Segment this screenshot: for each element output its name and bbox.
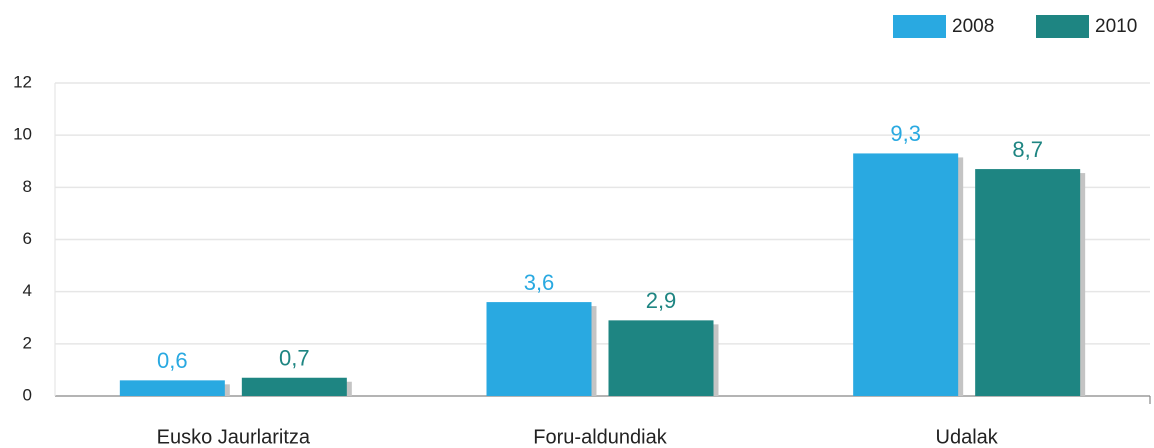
bar (119, 380, 225, 396)
bar (975, 169, 1081, 396)
bar (853, 153, 959, 396)
value-label: 9,3 (890, 121, 921, 146)
y-tick-label: 6 (23, 229, 32, 248)
value-label: 0,6 (157, 348, 188, 373)
y-tick-label: 2 (23, 333, 32, 352)
y-tick-label: 8 (23, 177, 32, 196)
legend-label: 2010 (1095, 16, 1137, 37)
y-tick-label: 0 (23, 385, 32, 404)
legend-label: 2008 (952, 16, 994, 37)
value-label: 2,9 (646, 288, 677, 313)
legend-swatch (1036, 15, 1089, 38)
y-tick-label: 4 (23, 281, 32, 300)
legend-swatch (893, 15, 946, 38)
y-tick-label: 10 (13, 125, 32, 144)
x-tick-label: Foru-aldundiak (533, 426, 667, 448)
value-label: 3,6 (524, 270, 555, 295)
bar (241, 377, 347, 396)
value-label: 0,7 (279, 346, 310, 371)
y-tick-label: 12 (13, 72, 32, 91)
x-tick-label: Udalak (936, 426, 999, 448)
x-tick-label: Eusko Jaurlaritza (157, 426, 311, 448)
bar (608, 320, 714, 396)
value-label: 8,7 (1012, 137, 1043, 162)
bar (486, 302, 592, 396)
